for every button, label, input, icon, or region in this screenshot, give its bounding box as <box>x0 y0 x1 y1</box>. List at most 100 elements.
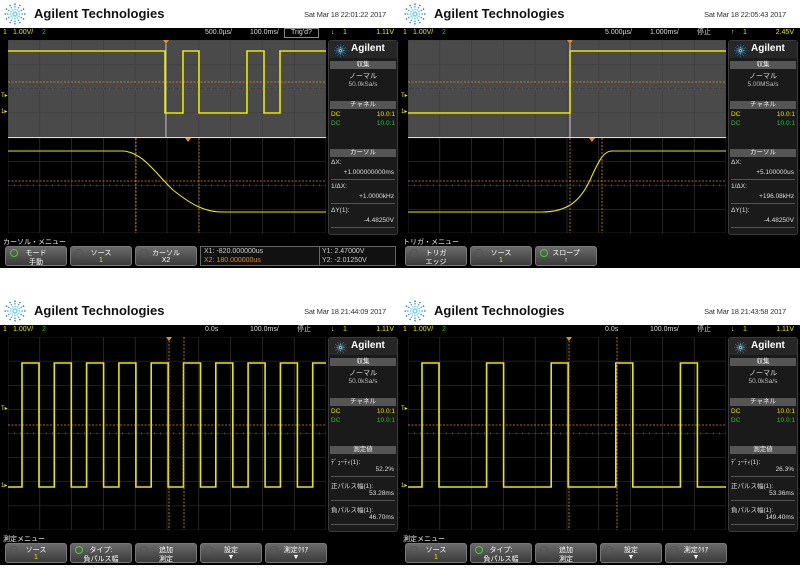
softkey-value: 負パルス幅 <box>83 556 119 563</box>
divider <box>731 476 795 477</box>
channel-section-header[interactable]: チャネル <box>330 398 396 406</box>
sidebar-logo: Agilent <box>329 338 397 355</box>
channel-row[interactable]: DC 10.0:1 <box>331 120 395 127</box>
readout-label: ΔY(1): <box>731 207 750 214</box>
channel-row[interactable]: DC 10.0:1 <box>331 408 395 415</box>
readout-section-header[interactable]: カーソル <box>330 149 396 157</box>
trigger-level[interactable]: 1.11V <box>376 326 394 333</box>
waveform-screen[interactable] <box>8 337 326 530</box>
channel-row[interactable]: DC 10.0:1 <box>331 417 395 424</box>
timebase[interactable]: 100.0ms/ <box>250 29 279 36</box>
softkey-button[interactable]: スロープ ↑ <box>535 246 597 266</box>
softkey-label: 測定ｸﾘｱ <box>283 547 309 554</box>
ch1-scale[interactable]: 1.00V/ <box>413 326 434 333</box>
horizontal-delay[interactable]: 0.0s <box>605 326 619 333</box>
timebase[interactable]: 100.0ms/ <box>250 326 279 333</box>
softkey-value: ↑ <box>564 257 568 264</box>
channel-row[interactable]: DC 10.0:1 <box>731 417 795 424</box>
ch2-label[interactable]: 2 <box>442 326 446 333</box>
timebase[interactable]: 1.000ms/ <box>650 29 679 36</box>
waveform-screen[interactable] <box>408 40 726 233</box>
ch1-label[interactable]: 1 <box>3 326 7 333</box>
softkey-button[interactable]: 設定 ▼ <box>200 543 262 563</box>
acquisition-section-header[interactable]: 収集 <box>730 61 796 69</box>
horizontal-delay[interactable]: 500.0µs/ <box>205 29 232 36</box>
acquisition-section-header[interactable]: 収集 <box>730 358 796 366</box>
softkey-button[interactable]: 追加 測定 <box>135 543 197 563</box>
softkey-label: タイプ: <box>489 547 513 554</box>
channel-row[interactable]: DC 10.0:1 <box>731 111 795 118</box>
ch1-label[interactable]: 1 <box>403 326 407 333</box>
readout-section-header[interactable]: カーソル <box>730 149 796 157</box>
ch2-label[interactable]: 2 <box>42 326 46 333</box>
channel-row[interactable]: DC 10.0:1 <box>331 111 395 118</box>
softkey-button[interactable]: タイプ: 負パルス幅 <box>470 543 532 563</box>
softkey-button[interactable]: カーソル X2 <box>135 246 197 266</box>
softkey-button[interactable]: 追加 測定 <box>535 543 597 563</box>
trigger-level[interactable]: 1.11V <box>776 326 794 333</box>
readout-section-header[interactable]: 測定値 <box>330 446 396 454</box>
channel-row[interactable]: DC 10.0:1 <box>731 120 795 127</box>
acquisition-section-header[interactable]: 収集 <box>330 61 396 69</box>
probe-ratio: 10.0:1 <box>776 111 795 118</box>
trigger-source[interactable]: 1 <box>343 326 347 333</box>
softkey-label: ソース <box>90 250 112 257</box>
ch2-label[interactable]: 2 <box>42 29 46 36</box>
channel-row[interactable]: DC 10.0:1 <box>731 408 795 415</box>
softkey-label: モード <box>25 250 47 257</box>
softkey-button[interactable]: タイプ: 負パルス幅 <box>70 543 132 563</box>
channel-section-header[interactable]: チャネル <box>730 398 796 406</box>
softkey-button[interactable]: トリガ エッジ <box>405 246 467 266</box>
channel-section-header[interactable]: チャネル <box>730 101 796 109</box>
softkey-button[interactable]: ソース 1 <box>470 246 532 266</box>
ch1-ground-marker[interactable]: 1▸ <box>1 109 8 115</box>
channel-section-header[interactable]: チャネル <box>330 101 396 109</box>
softkey-label: 追加 <box>159 547 173 554</box>
ch1-scale[interactable]: 1.00V/ <box>413 29 434 36</box>
ch1-scale[interactable]: 1.00V/ <box>13 29 34 36</box>
rotate-knob-active-icon <box>75 546 83 554</box>
trigger-position-marker <box>589 138 595 142</box>
waveform-screen[interactable] <box>8 40 326 233</box>
probe-ratio: 10.0:1 <box>376 408 395 415</box>
ch1-ground-marker[interactable]: 1▸ <box>401 483 408 489</box>
softkey-button[interactable]: モード 手動 <box>5 246 67 266</box>
trigger-source[interactable]: 1 <box>343 29 347 36</box>
timestamp: Sat Mar 18 22:05:43 2017 <box>704 10 786 19</box>
trigger-level[interactable]: 2.45V <box>775 29 794 36</box>
horizontal-delay[interactable]: 5.000µs/ <box>605 29 632 36</box>
acquisition-section-header[interactable]: 収集 <box>330 358 396 366</box>
softkey-menu-title: トリガ・メニュー <box>403 239 459 246</box>
rotate-knob-icon <box>540 546 548 554</box>
sample-rate: 5.00MSa/s <box>747 81 779 88</box>
sidebar-logo: Agilent <box>329 41 397 58</box>
trigger-source[interactable]: 1 <box>743 29 747 36</box>
divider <box>331 524 395 525</box>
ch2-label[interactable]: 2 <box>442 29 446 36</box>
ch1-ground-marker[interactable]: 1▸ <box>401 109 408 115</box>
timebase[interactable]: 100.0ms/ <box>650 326 679 333</box>
trigger-level[interactable]: 1.11V <box>376 29 394 36</box>
ch1-ground-marker[interactable]: 1▸ <box>1 483 8 489</box>
ch1-label[interactable]: 1 <box>3 29 7 36</box>
agilent-logo <box>4 3 26 25</box>
softkey-button[interactable]: ソース 1 <box>405 543 467 563</box>
softkey-button[interactable]: 測定ｸﾘｱ ▼ <box>265 543 327 563</box>
readout-value: 26.3% <box>775 466 794 473</box>
softkey-label: カーソル <box>152 250 180 257</box>
softkey-value: エッジ <box>425 259 447 266</box>
trigger-source[interactable]: 1 <box>743 326 747 333</box>
acquisition-mode: ノーマル <box>349 73 377 80</box>
waveform-screen[interactable] <box>408 337 726 530</box>
trigger-level-marker: T▸ <box>401 406 408 412</box>
softkey-button[interactable]: ソース 1 <box>70 246 132 266</box>
ch1-label[interactable]: 1 <box>403 29 407 36</box>
readout-section-header[interactable]: 測定値 <box>730 446 796 454</box>
softkey-button[interactable]: 設定 ▼ <box>600 543 662 563</box>
ch1-scale[interactable]: 1.00V/ <box>13 326 34 333</box>
horizontal-delay[interactable]: 0.0s <box>205 326 219 333</box>
divider <box>331 203 395 204</box>
softkey-button[interactable]: 測定ｸﾘｱ ▼ <box>665 543 727 563</box>
softkey-button[interactable]: ソース 1 <box>5 543 67 563</box>
acquisition-mode: ノーマル <box>749 73 777 80</box>
